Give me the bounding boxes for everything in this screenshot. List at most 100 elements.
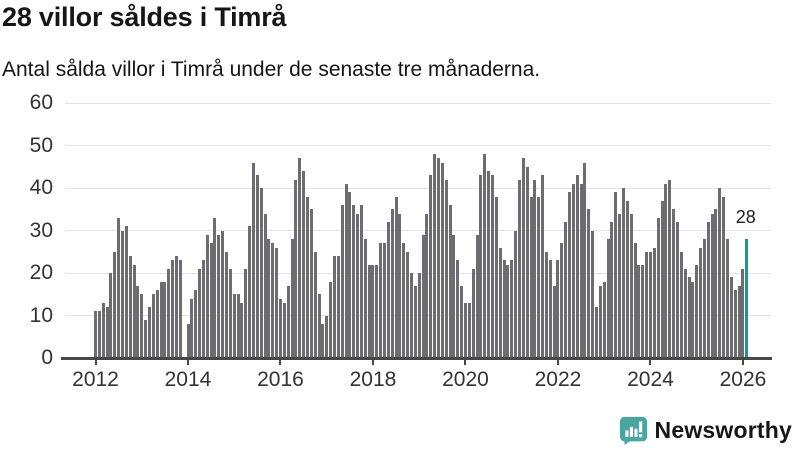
bar-month <box>348 192 352 358</box>
bar-month <box>97 311 101 358</box>
bar-month <box>383 243 387 358</box>
y-tick-label: 30 <box>29 218 53 242</box>
bar-month <box>494 196 498 358</box>
bar-month <box>167 268 171 358</box>
bar-month <box>444 179 448 358</box>
y-tick-label: 40 <box>29 176 53 199</box>
bar-month <box>305 196 309 358</box>
x-axis-tick <box>556 358 559 365</box>
bar-month <box>190 298 194 358</box>
bar-month <box>225 251 229 358</box>
bar-month <box>471 268 475 358</box>
bar-month <box>668 179 672 358</box>
bar-month <box>410 273 414 358</box>
bar-month <box>548 260 552 358</box>
bar-month <box>113 251 117 358</box>
bar-month <box>398 213 402 358</box>
bar-month <box>544 251 548 358</box>
bar-month <box>533 179 537 358</box>
bars-layer: 28 <box>94 103 756 358</box>
bar-month <box>278 298 282 358</box>
bar-month <box>359 205 363 358</box>
bar-month <box>101 302 105 358</box>
bar-month <box>109 273 113 358</box>
bar-month <box>702 239 706 358</box>
bar-month <box>648 251 652 358</box>
x-axis-line <box>61 357 772 360</box>
bar-month <box>614 192 618 358</box>
bar-month <box>683 268 687 358</box>
bar-month <box>194 290 198 358</box>
y-tick-label: 60 <box>29 91 53 114</box>
bar-month <box>737 285 741 358</box>
bar-month <box>402 243 406 358</box>
bar-month <box>610 222 614 358</box>
bar-month <box>710 213 714 358</box>
bar-month <box>629 213 633 358</box>
bar-month <box>386 222 390 358</box>
bar-month <box>282 302 286 358</box>
bar-month <box>271 243 275 358</box>
bar-month <box>729 277 733 358</box>
bar-month <box>660 200 664 358</box>
bar-month <box>679 251 683 358</box>
bar-month <box>506 264 510 358</box>
bar-month <box>178 260 182 358</box>
bar-month <box>571 183 575 358</box>
bar-month <box>94 311 97 358</box>
bar-month <box>672 209 676 358</box>
bar-month <box>656 217 660 358</box>
bar-month <box>437 158 440 358</box>
bar-month <box>483 154 487 358</box>
bar-month <box>517 179 521 358</box>
bar-month <box>329 281 333 358</box>
x-tick-label: 2020 <box>442 368 489 391</box>
bar-month <box>325 315 329 358</box>
bar-month <box>583 162 587 358</box>
bar-month <box>726 239 730 358</box>
bar-month <box>201 260 205 358</box>
bar-month <box>406 251 410 358</box>
bar-month <box>695 264 699 358</box>
bar-month <box>228 268 232 358</box>
bar-month <box>174 256 178 358</box>
bar-month <box>448 205 452 358</box>
bar-month <box>290 239 294 358</box>
bar-month <box>618 213 622 358</box>
x-axis-tick <box>741 358 744 365</box>
bar-month <box>267 239 271 358</box>
bar-month <box>209 243 213 358</box>
bar-month <box>132 264 136 358</box>
bar-month <box>275 247 279 358</box>
bar-month <box>718 188 722 358</box>
bar-month <box>136 285 140 358</box>
bar-month <box>232 294 236 358</box>
bar-month <box>722 196 726 358</box>
bar-month <box>159 281 163 358</box>
bar-month <box>637 264 641 358</box>
bar-month <box>521 158 525 358</box>
chart-subtitle: Antal sålda villor i Timrå under de sena… <box>2 58 541 81</box>
x-tick-label: 2014 <box>164 368 212 391</box>
bar-month <box>248 226 252 358</box>
bar-highlight-latest <box>745 239 749 358</box>
bar-month <box>560 243 564 358</box>
bar-month <box>186 324 190 358</box>
bar-month <box>336 256 340 358</box>
bar-month <box>579 183 583 358</box>
bar-month <box>606 239 610 358</box>
bar-month <box>379 243 383 358</box>
x-axis-tick <box>279 358 282 365</box>
bar-month <box>595 307 599 358</box>
bar-month <box>452 234 456 358</box>
x-tick-label: 2016 <box>257 368 304 391</box>
bar-month <box>352 205 356 358</box>
bar-month <box>502 260 506 358</box>
y-tick-label: 10 <box>29 303 53 327</box>
bar-month <box>467 302 471 358</box>
bar-month <box>356 213 360 358</box>
bar-month <box>514 230 518 358</box>
x-axis-tick <box>186 358 189 365</box>
bar-month <box>344 183 348 358</box>
x-axis-tick <box>371 358 374 365</box>
